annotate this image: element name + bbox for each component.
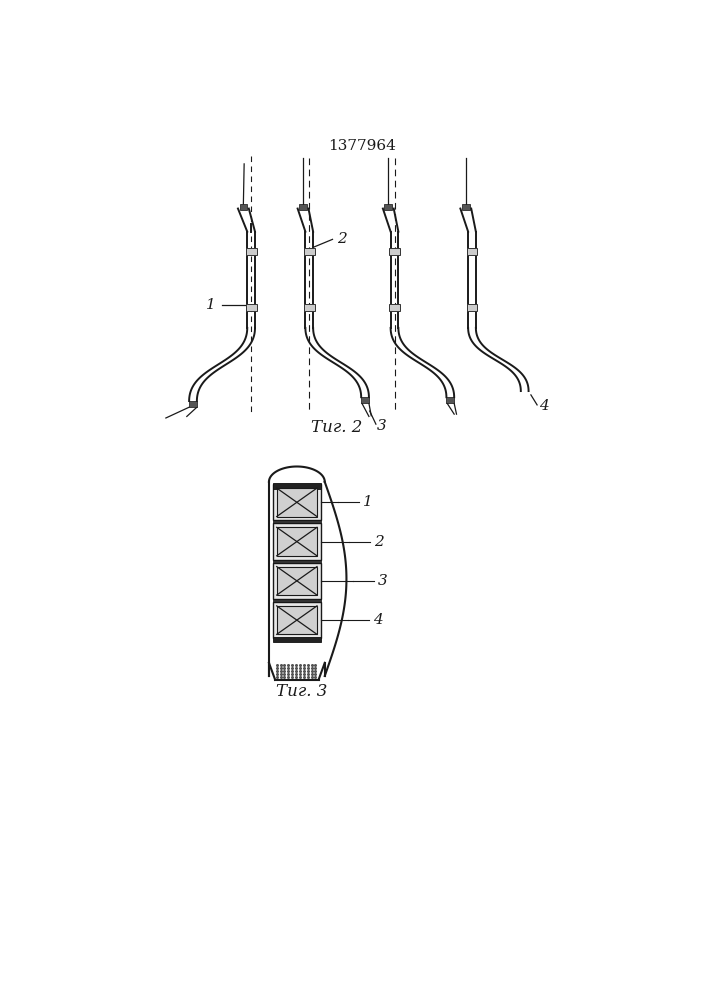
Bar — [273, 563, 321, 599]
Bar — [246, 304, 257, 311]
Bar — [273, 523, 321, 560]
Bar — [240, 204, 247, 210]
Bar — [189, 401, 197, 407]
Bar — [276, 488, 317, 517]
Text: 4: 4 — [373, 613, 382, 627]
Bar — [299, 204, 307, 210]
Bar — [273, 484, 321, 520]
Bar — [273, 483, 321, 489]
Text: 1377964: 1377964 — [328, 139, 396, 153]
Bar — [467, 304, 477, 311]
Bar — [304, 304, 315, 311]
Bar — [467, 248, 477, 255]
Bar — [273, 599, 321, 602]
Text: 3: 3 — [378, 574, 387, 588]
Text: Τиг. 3: Τиг. 3 — [276, 683, 327, 700]
Text: 4: 4 — [539, 399, 549, 413]
Bar — [361, 397, 369, 403]
Bar — [304, 248, 315, 255]
Bar — [246, 248, 257, 255]
Bar — [462, 204, 469, 210]
Text: 1: 1 — [363, 495, 373, 509]
Text: 2: 2 — [337, 232, 346, 246]
Text: 1: 1 — [206, 298, 216, 312]
Bar — [273, 520, 321, 523]
Bar — [276, 567, 317, 595]
Text: 3: 3 — [378, 419, 387, 433]
Bar — [389, 248, 400, 255]
Bar — [273, 602, 321, 638]
Bar — [446, 397, 454, 403]
Bar — [273, 560, 321, 563]
Text: Τиг. 2: Τиг. 2 — [310, 420, 362, 436]
Bar — [385, 204, 392, 210]
Text: 2: 2 — [373, 535, 383, 549]
Bar — [276, 606, 317, 634]
Bar — [389, 304, 400, 311]
Bar — [276, 527, 317, 556]
Bar — [273, 637, 321, 642]
